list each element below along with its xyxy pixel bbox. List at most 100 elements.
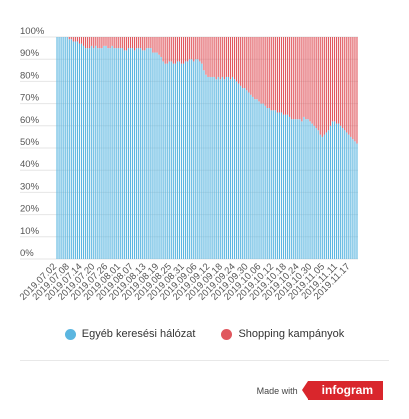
bar-egyeb bbox=[191, 59, 193, 260]
bar-shopping bbox=[233, 37, 236, 80]
bar-egyeb bbox=[354, 141, 356, 259]
bar-shopping bbox=[131, 37, 134, 49]
bar-shopping bbox=[162, 37, 164, 62]
bar-egyeb bbox=[72, 41, 74, 259]
bar-egyeb bbox=[278, 112, 281, 259]
bar-egyeb bbox=[127, 48, 130, 259]
bar-egyeb bbox=[338, 123, 340, 259]
bar-egyeb bbox=[252, 96, 254, 259]
bar-shopping bbox=[340, 37, 342, 126]
bar-egyeb bbox=[105, 45, 107, 259]
bar-shopping bbox=[133, 37, 136, 51]
bar-egyeb bbox=[156, 52, 158, 259]
bar-egyeb bbox=[197, 59, 199, 260]
bar-egyeb bbox=[272, 110, 274, 259]
bar-shopping bbox=[219, 37, 221, 80]
bar-shopping bbox=[207, 37, 209, 77]
bar-egyeb bbox=[97, 48, 99, 259]
bar-shopping bbox=[138, 37, 140, 49]
bar-shopping bbox=[68, 37, 70, 40]
bar-shopping bbox=[327, 37, 329, 131]
bar-egyeb bbox=[231, 76, 234, 260]
bar-shopping bbox=[144, 37, 146, 51]
bar-shopping bbox=[127, 37, 130, 49]
bar-egyeb bbox=[60, 37, 62, 259]
bar-egyeb bbox=[242, 88, 244, 259]
bar-shopping bbox=[191, 37, 193, 60]
bar-egyeb bbox=[289, 116, 291, 259]
bar-shopping bbox=[111, 37, 113, 46]
bar-egyeb bbox=[331, 121, 334, 259]
bar-shopping bbox=[148, 37, 150, 49]
bar-egyeb bbox=[233, 79, 236, 260]
bar-egyeb bbox=[95, 45, 97, 259]
bar-shopping bbox=[280, 37, 283, 113]
bar-shopping bbox=[284, 37, 287, 115]
bar-shopping bbox=[70, 37, 72, 40]
bar-shopping bbox=[354, 37, 356, 142]
bar-egyeb bbox=[58, 37, 60, 259]
bar-egyeb bbox=[215, 79, 217, 260]
footer-divider bbox=[20, 360, 389, 361]
bar-egyeb bbox=[111, 45, 113, 259]
bar-egyeb bbox=[152, 52, 154, 259]
bar-shopping bbox=[223, 37, 225, 80]
bar-shopping bbox=[189, 37, 191, 60]
bar-egyeb bbox=[268, 108, 270, 259]
bar-egyeb bbox=[276, 112, 278, 259]
bar-egyeb bbox=[140, 48, 142, 259]
bar-egyeb bbox=[305, 119, 307, 259]
bar-shopping bbox=[268, 37, 270, 109]
bar-shopping bbox=[174, 37, 176, 64]
bar-shopping bbox=[266, 37, 268, 109]
bar-shopping bbox=[74, 37, 76, 42]
legend-swatch-egyeb bbox=[64, 328, 76, 340]
bar-egyeb bbox=[178, 61, 181, 259]
bar-shopping bbox=[238, 37, 240, 84]
legend-item-shopping[interactable]: Shopping kampányok bbox=[221, 328, 344, 340]
bar-shopping bbox=[309, 37, 311, 122]
legend-item-egyeb[interactable]: Egyéb keresési hálózat bbox=[64, 328, 195, 340]
bar-egyeb bbox=[350, 136, 352, 259]
bar-shopping bbox=[260, 37, 262, 104]
bar-shopping bbox=[121, 37, 123, 49]
bar-egyeb bbox=[299, 119, 301, 259]
bar-egyeb bbox=[142, 50, 144, 259]
bar-shopping bbox=[297, 37, 299, 120]
bar-shopping bbox=[115, 37, 117, 49]
bar-egyeb bbox=[146, 48, 148, 259]
bar-egyeb bbox=[225, 76, 227, 260]
infogram-logo[interactable]: infogram bbox=[301, 381, 383, 400]
bar-shopping bbox=[227, 37, 229, 77]
bar-egyeb bbox=[185, 61, 187, 259]
bar-egyeb bbox=[262, 103, 264, 259]
bar-egyeb bbox=[282, 114, 285, 259]
bar-shopping bbox=[301, 37, 303, 122]
bar-shopping bbox=[352, 37, 354, 140]
bar-egyeb bbox=[336, 123, 338, 259]
bar-egyeb bbox=[236, 81, 238, 260]
bar-egyeb bbox=[144, 50, 146, 259]
bar-shopping bbox=[254, 37, 256, 100]
bar-shopping bbox=[248, 37, 250, 93]
bar-egyeb bbox=[129, 48, 132, 259]
bar-shopping bbox=[356, 37, 358, 144]
bar-shopping bbox=[311, 37, 313, 124]
y-tick-label: 60% bbox=[20, 115, 40, 126]
bar-shopping bbox=[278, 37, 281, 113]
bar-shopping bbox=[117, 37, 119, 49]
bar-shopping bbox=[246, 37, 248, 91]
bar-shopping bbox=[195, 37, 197, 60]
bar-egyeb bbox=[327, 130, 329, 259]
bar-shopping bbox=[348, 37, 350, 135]
bar-shopping bbox=[113, 37, 115, 49]
bar-egyeb bbox=[356, 143, 358, 259]
bar-shopping bbox=[287, 37, 289, 115]
bar-shopping bbox=[129, 37, 132, 49]
bar-egyeb bbox=[321, 136, 323, 259]
bar-egyeb bbox=[148, 48, 150, 259]
bar-egyeb bbox=[176, 61, 178, 259]
bar-shopping bbox=[282, 37, 285, 115]
bar-egyeb bbox=[248, 92, 250, 259]
bar-egyeb bbox=[89, 48, 91, 259]
